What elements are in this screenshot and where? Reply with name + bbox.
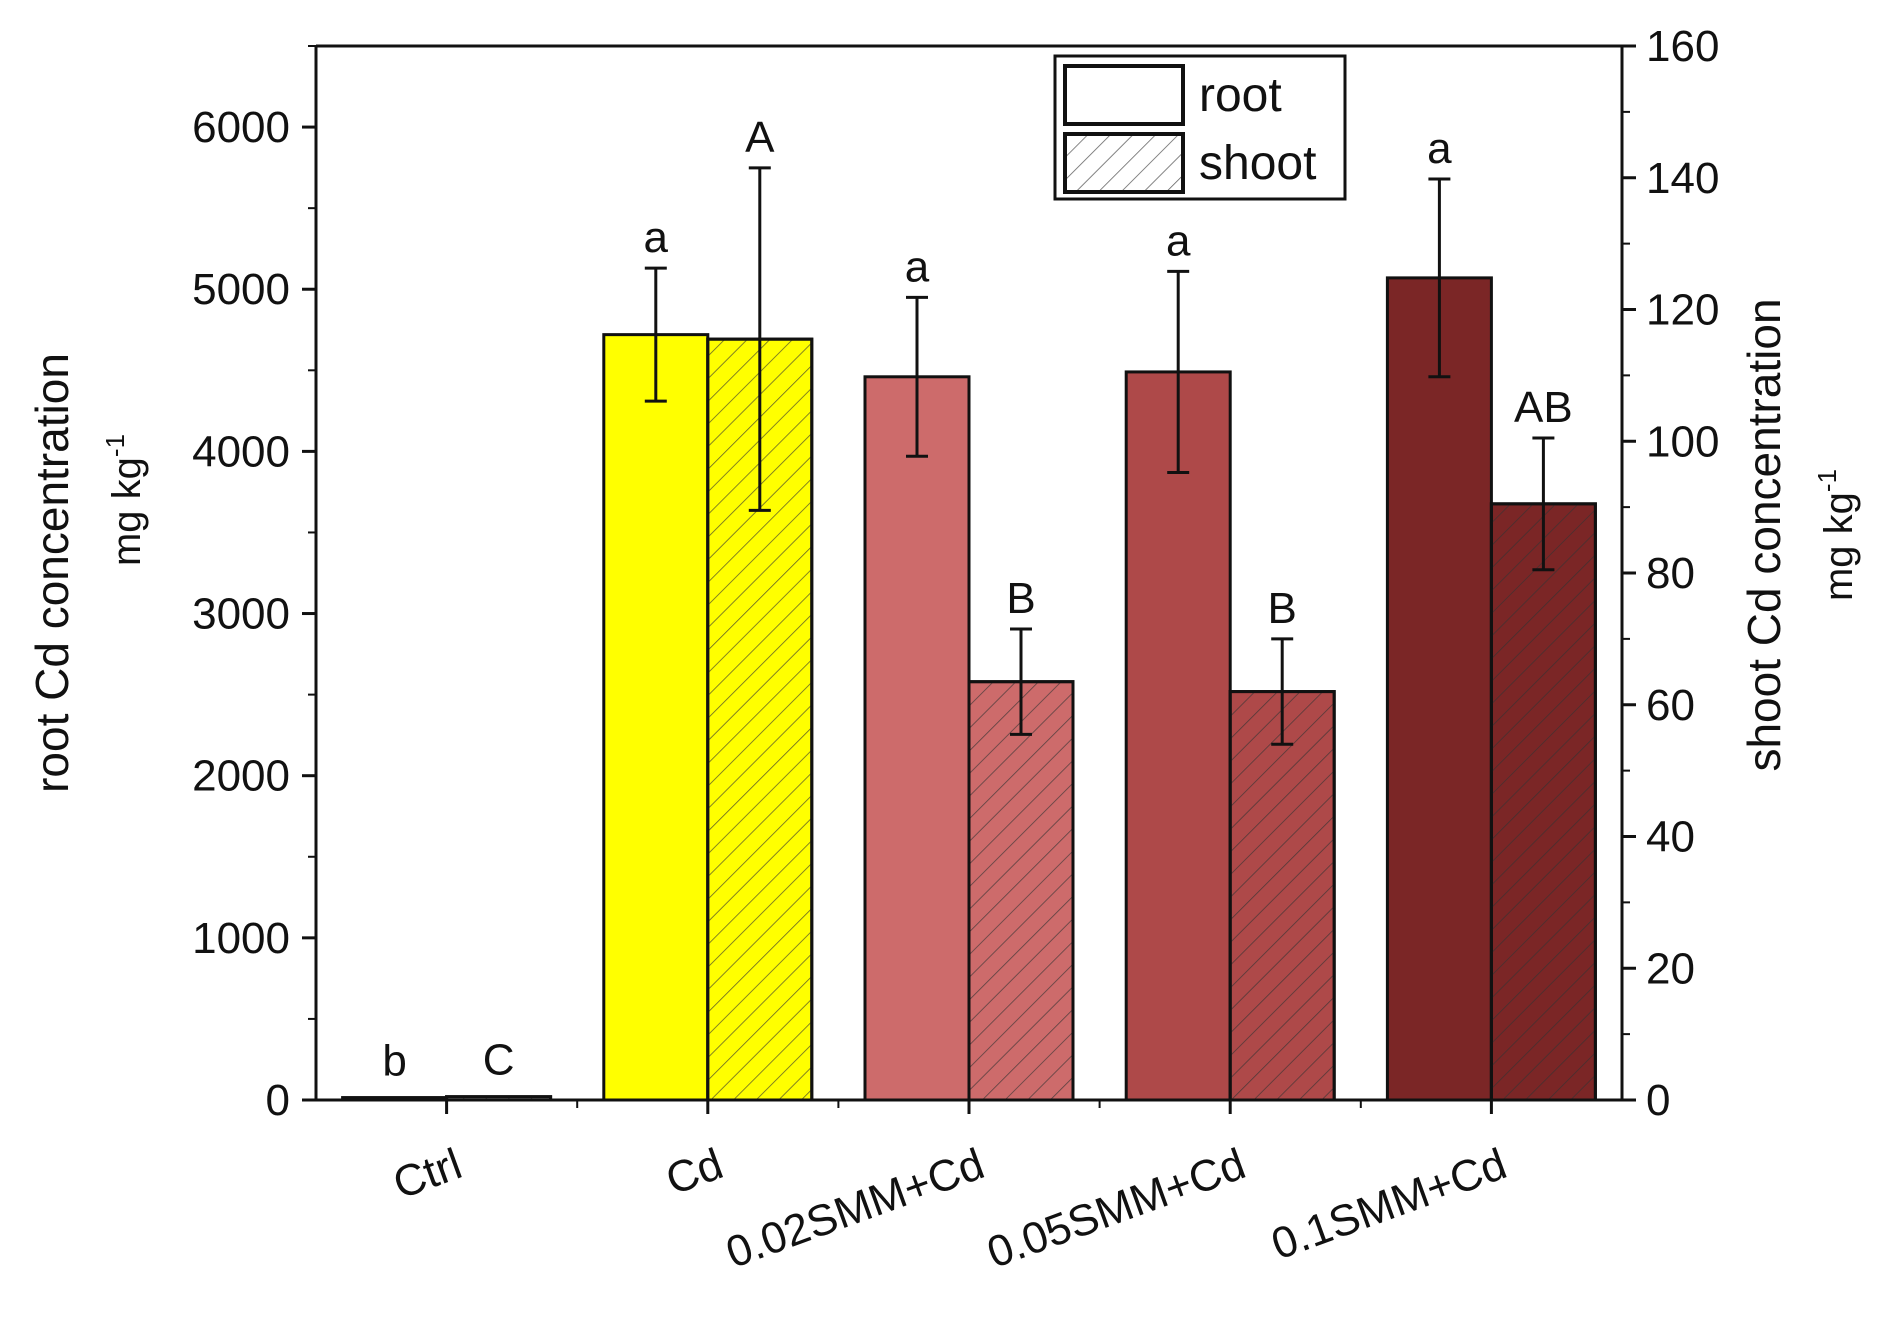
bar-shoot-hatch-3 — [1228, 690, 1336, 1102]
right-tick-label-3: 60 — [1646, 681, 1695, 730]
right-tick-label-5: 100 — [1646, 417, 1719, 466]
bar-root-3 — [1124, 370, 1232, 1102]
x-category-label-1: Cd — [660, 1139, 730, 1204]
left-tick-label-2: 2000 — [192, 752, 290, 801]
legend-swatch-hatch-shoot — [1063, 132, 1185, 194]
left-tick-label-4: 4000 — [192, 427, 290, 476]
right-tick-label-6: 120 — [1646, 286, 1719, 335]
legend-label-root: root — [1199, 69, 1282, 122]
left-tick-label-5: 5000 — [192, 265, 290, 314]
bar-shoot-hatch-2 — [967, 680, 1075, 1102]
right-tick-label-1: 20 — [1646, 944, 1695, 993]
significance-label-root-0: b — [382, 1037, 406, 1086]
right-axis-unit-exponent: -1 — [1812, 469, 1842, 492]
bar-root-4 — [1385, 276, 1493, 1102]
significance-label-root-3: a — [1166, 216, 1191, 265]
left-tick-label-0: 0 — [266, 1076, 290, 1125]
x-category-label-3: 0.05SMM+Cd — [981, 1139, 1252, 1277]
legend-label-shoot: shoot — [1199, 137, 1316, 190]
x-category-label-4: 0.1SMM+Cd — [1265, 1139, 1513, 1269]
right-tick-label-8: 160 — [1646, 22, 1719, 71]
right-axis-unit-text: mg kg — [1817, 492, 1861, 601]
right-axis-unit: mg kg-1 — [1812, 469, 1861, 601]
significance-label-root-1: a — [644, 213, 669, 262]
bar-shoot-hatch-4 — [1489, 502, 1597, 1102]
significance-label-root-2: a — [905, 242, 930, 291]
significance-label-root-4: a — [1427, 124, 1452, 173]
x-category-label-2: 0.02SMM+Cd — [720, 1139, 991, 1277]
significance-label-shoot-2: B — [1006, 574, 1035, 623]
left-axis-unit-text: mg kg — [105, 457, 149, 566]
left-axis-unit-exponent: -1 — [100, 434, 130, 457]
right-tick-label-0: 0 — [1646, 1076, 1670, 1125]
significance-label-shoot-0: C — [483, 1036, 515, 1085]
bar-root-2 — [863, 375, 971, 1102]
right-tick-label-4: 80 — [1646, 549, 1695, 598]
left-tick-label-6: 6000 — [192, 103, 290, 152]
left-tick-label-3: 3000 — [192, 590, 290, 639]
significance-label-shoot-3: B — [1268, 584, 1297, 633]
left-tick-label-1: 1000 — [192, 914, 290, 963]
right-axis-title: shoot Cd concentration — [1738, 298, 1790, 771]
significance-label-shoot-4: AB — [1514, 383, 1573, 432]
significance-label-shoot-1: A — [745, 113, 775, 162]
legend-swatch-root — [1063, 64, 1185, 126]
right-tick-label-7: 140 — [1646, 154, 1719, 203]
bar-root-1 — [602, 333, 710, 1102]
left-axis-title: root Cd concentration — [26, 353, 78, 793]
right-tick-label-2: 40 — [1646, 813, 1695, 862]
left-axis-unit: mg kg-1 — [100, 434, 149, 566]
x-category-label-0: Ctrl — [387, 1139, 468, 1208]
